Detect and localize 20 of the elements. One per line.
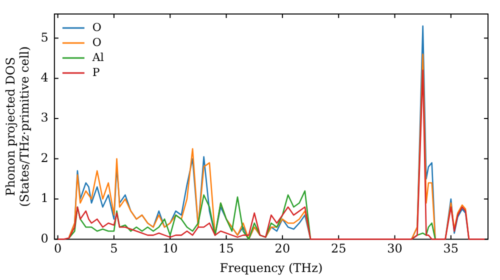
y-tick-label: 3 xyxy=(40,110,48,125)
x-tick-label: 25 xyxy=(330,242,346,256)
x-tick-label: 35 xyxy=(443,242,459,256)
y-tick-label: 2 xyxy=(40,150,48,165)
x-axis-title: Frequency (THz) xyxy=(220,260,323,275)
legend-label: Al xyxy=(91,50,104,64)
x-tick-label: 10 xyxy=(162,242,178,256)
x-tick-label: 0 xyxy=(54,242,62,256)
x-tick-label: 15 xyxy=(218,242,234,256)
x-tick-label: 5 xyxy=(110,242,118,256)
legend-label: O xyxy=(92,20,102,34)
x-tick-label: 20 xyxy=(274,242,290,256)
y-tick-label: 5 xyxy=(40,30,48,44)
y-tick-label: 0 xyxy=(40,231,48,246)
y-axis-title: Phonon projected DOS (States/THz·primitive cell) xyxy=(3,46,32,207)
x-tick-label: 30 xyxy=(387,242,402,256)
y-tick-label: 1 xyxy=(40,191,48,206)
y-tick-label: 4 xyxy=(40,70,49,84)
legend-label: P xyxy=(92,66,100,79)
legend-label: O xyxy=(92,36,102,49)
